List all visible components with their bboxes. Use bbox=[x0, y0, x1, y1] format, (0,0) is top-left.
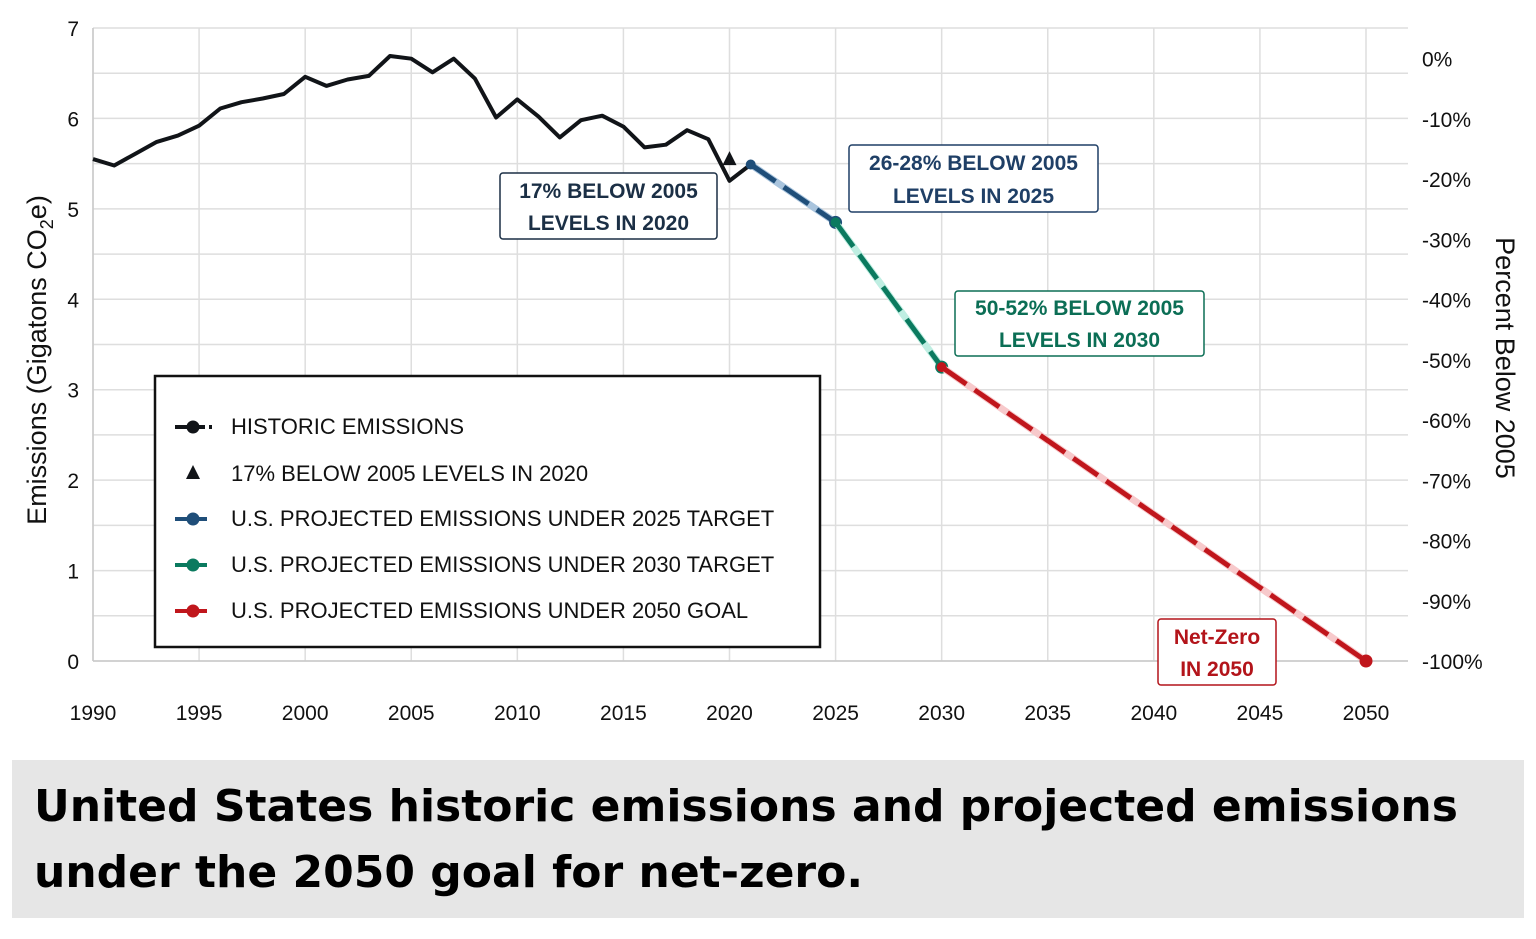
x-tick-2030: 2030 bbox=[918, 702, 965, 725]
annotation-2025-box bbox=[848, 144, 1099, 213]
y2-tick--90%: -90% bbox=[1422, 591, 1471, 614]
y-tick-labels: 0 1 2 3 4 5 6 7 bbox=[67, 18, 79, 674]
annotation-2020-line-2: LEVELS IN 2020 bbox=[528, 212, 689, 235]
y-tick-5: 5 bbox=[67, 199, 79, 222]
annotation-2030-box bbox=[954, 290, 1205, 357]
y-axis-label: Emissions (Gigatons CO2e) bbox=[22, 195, 57, 525]
emissions-chart: 1990 1995 2000 2005 2010 2015 2020 2025 2030 2035… bbox=[22, 18, 1520, 725]
emissions-chart-svg: 1990 1995 2000 2005 2010 2015 2020 2025 2030 2035… bbox=[22, 18, 1520, 725]
series-point-2-2021 bbox=[745, 159, 756, 170]
x-tick-2035: 2035 bbox=[1024, 702, 1071, 725]
series-line-3 bbox=[833, 220, 944, 369]
y2-tick--10%: -10% bbox=[1422, 109, 1471, 132]
x-tick-2005: 2005 bbox=[388, 702, 435, 725]
x-tick-2010: 2010 bbox=[494, 702, 541, 725]
legend: HISTORIC EMISSIONS 17% BELOW 2005 LEVELS… bbox=[153, 374, 822, 649]
series-point-4-2030 bbox=[936, 362, 947, 373]
y-axis-label-main: Emissions (Gigatons CO bbox=[22, 229, 52, 525]
x-tick-1995: 1995 bbox=[176, 702, 223, 725]
x-tick-2015: 2015 bbox=[600, 702, 647, 725]
annotation-2020-box bbox=[499, 172, 718, 240]
y-tick-6: 6 bbox=[67, 108, 79, 131]
series-point-3-2025 bbox=[830, 217, 841, 228]
series-line-2 bbox=[749, 162, 838, 225]
legend-label-2020-marker: 17% BELOW 2005 LEVELS IN 2020 bbox=[231, 461, 588, 486]
series-line-historic bbox=[92, 54, 752, 183]
annotation-2025-line-1: 26-28% BELOW 2005 bbox=[869, 152, 1078, 175]
series-point-4-2050 bbox=[1359, 654, 1373, 668]
legend-swatch-dot-2 bbox=[186, 512, 200, 526]
legend-swatches bbox=[175, 420, 212, 618]
y-tick-2: 2 bbox=[67, 470, 79, 493]
y2-tick-labels: 0% -10% -20% -30% -40% -50% -60% -70% -80% -90% -1… bbox=[1422, 49, 1483, 674]
legend-swatch-triangle bbox=[186, 465, 200, 479]
y-tick-0: 0 bbox=[67, 651, 79, 674]
x-tick-2025: 2025 bbox=[812, 702, 859, 725]
y2-tick--70%: -70% bbox=[1422, 470, 1471, 493]
series bbox=[92, 54, 1373, 668]
y-tick-1: 1 bbox=[67, 561, 79, 584]
y2-tick--40%: -40% bbox=[1422, 290, 1471, 313]
y2-tick--30%: -30% bbox=[1422, 229, 1471, 252]
annotation-2020-line-1: 17% BELOW 2005 bbox=[519, 180, 698, 203]
x-tick-2045: 2045 bbox=[1237, 702, 1284, 725]
annotation-2030-line-1: 50-52% BELOW 2005 bbox=[975, 297, 1184, 320]
x-tick-2040: 2040 bbox=[1130, 702, 1177, 725]
annotation-2025: 26-28% BELOW 2005 LEVELS IN 2025 bbox=[848, 144, 1099, 213]
y2-tick--20%: -20% bbox=[1422, 169, 1471, 192]
legend-label-2025-target: U.S. PROJECTED EMISSIONS UNDER 2025 TARG… bbox=[231, 506, 774, 531]
annotation-2050-box bbox=[1157, 618, 1277, 686]
y2-tick--60%: -60% bbox=[1422, 410, 1471, 433]
y-tick-4: 4 bbox=[67, 289, 79, 312]
legend-swatch-dot-3 bbox=[186, 558, 200, 572]
y-tick-3: 3 bbox=[67, 380, 79, 403]
annotation-2050-line-1: Net-Zero bbox=[1174, 626, 1260, 649]
y-tick-7: 7 bbox=[67, 18, 79, 41]
annotation-2050-line-2: IN 2050 bbox=[1180, 658, 1254, 681]
y2-tick--80%: -80% bbox=[1422, 531, 1471, 554]
target-2020-triangle bbox=[722, 151, 737, 166]
y2-tick--100%: -100% bbox=[1422, 651, 1483, 674]
annotation-2025-line-2: LEVELS IN 2025 bbox=[893, 185, 1054, 208]
legend-label-historic: HISTORIC EMISSIONS bbox=[231, 414, 464, 439]
y-axis-label-tail: e) bbox=[22, 195, 52, 219]
x-tick-labels: 1990 1995 2000 2005 2010 2015 2020 2025 2030 2035… bbox=[70, 702, 1390, 725]
caption-panel: United States historic emissions and pro… bbox=[12, 760, 1524, 918]
y-axis-label-subscript: 2 bbox=[37, 219, 57, 229]
legend-swatch-dot-4 bbox=[186, 604, 200, 618]
x-tick-2000: 2000 bbox=[282, 702, 329, 725]
y2-tick--50%: -50% bbox=[1422, 350, 1471, 373]
annotation-2020: 17% BELOW 2005 LEVELS IN 2020 bbox=[499, 172, 718, 240]
annotation-2030: 50-52% BELOW 2005 LEVELS IN 2030 bbox=[954, 290, 1205, 357]
x-tick-2050: 2050 bbox=[1343, 702, 1390, 725]
annotation-2030-line-2: LEVELS IN 2030 bbox=[999, 329, 1160, 352]
legend-label-2030-target: U.S. PROJECTED EMISSIONS UNDER 2030 TARG… bbox=[231, 552, 774, 577]
legend-box bbox=[153, 374, 822, 649]
y2-tick-0%: 0% bbox=[1422, 49, 1452, 72]
series-line-4 bbox=[940, 365, 1368, 664]
legend-label-2050-goal: U.S. PROJECTED EMISSIONS UNDER 2050 GOAL bbox=[231, 598, 748, 623]
annotation-2050: Net-Zero IN 2050 bbox=[1157, 618, 1277, 686]
y2-axis-label: Percent Below 2005 bbox=[1490, 237, 1520, 479]
x-tick-2020: 2020 bbox=[706, 702, 753, 725]
legend-swatch-dot-0 bbox=[186, 420, 200, 434]
figure-caption: United States historic emissions and pro… bbox=[34, 781, 1458, 898]
x-tick-1990: 1990 bbox=[70, 702, 117, 725]
